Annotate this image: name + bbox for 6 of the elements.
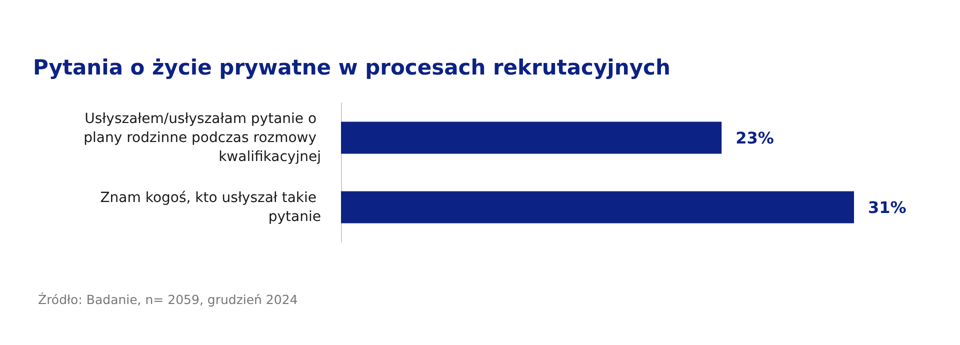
data-label: 31% — [868, 198, 906, 217]
y-tick-label: Znam kogoś, kto usłyszał takie pytanie — [100, 190, 321, 225]
text: Źródło: Badanie, n= 2059, grudzień 2024 — [38, 292, 298, 307]
chart-title: Pytania o życie prywatne w procesach rekrutacyjnych — [33, 56, 670, 80]
data-label: 23% — [736, 128, 774, 148]
y-tick-label: Usłyszałem/usłyszałam pytanie o plany rodzinne podczas rozmowy kwalifikacyjnej — [84, 110, 321, 165]
